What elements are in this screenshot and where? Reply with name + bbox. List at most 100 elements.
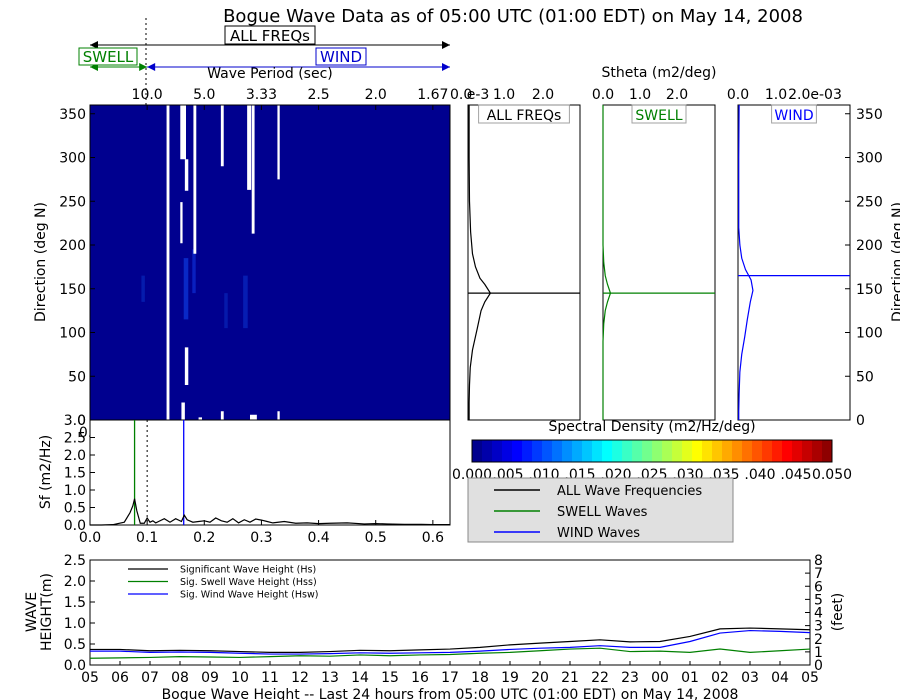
- stheta-all-x-tick-label: e-3: [467, 87, 490, 103]
- stheta-right-y-tick-label: 350: [856, 107, 883, 123]
- wave-height-y-tick-label: 2.5: [64, 553, 86, 569]
- stheta-right-y-tick-label: 100: [856, 326, 883, 342]
- heatmap-y-tick-label: 350: [59, 107, 86, 123]
- wave-height-right-y-tick-label: 8: [814, 553, 823, 569]
- period-axis-label: Wave Period (sec): [207, 66, 333, 82]
- heatmap-y-tick-label: 300: [59, 151, 86, 167]
- wave-height-x-tick-label: 05: [801, 670, 819, 686]
- all-band-label: ALL FREQs: [230, 27, 310, 45]
- heatmap-y-tick-label: 200: [59, 238, 86, 254]
- wave-height-series-line: [90, 629, 811, 655]
- wave-height-y-tick-label: 2.0: [64, 574, 86, 590]
- all-band-arrow-right: [442, 41, 450, 49]
- wave-height-x-tick-label: 17: [441, 670, 459, 686]
- colorbar-segment: [592, 440, 603, 462]
- wave-height-y-tick-label: 0.0: [64, 658, 86, 674]
- stheta-wind-frame: [737, 104, 851, 421]
- wave-height-right-y-tick-label: 2: [814, 632, 823, 648]
- swell-band-label: SWELL: [83, 48, 134, 66]
- colorbar-segment: [762, 440, 773, 462]
- wave-height-x-tick-label: 23: [621, 670, 639, 686]
- stheta-all-series-line: [468, 105, 492, 420]
- colorbar-frame: [471, 439, 833, 463]
- wave-height-right-y-tick-label: 7: [814, 566, 823, 582]
- colorbar-segment: [792, 440, 803, 462]
- colorbar-segment: [642, 440, 653, 462]
- stheta-wind-x-tick-label: 1.0: [765, 87, 787, 103]
- colorbar-segment: [472, 440, 483, 462]
- colorbar-segment: [712, 440, 723, 462]
- colorbar-segment: [782, 440, 793, 462]
- wave-height-right-y-tick-label: 6: [814, 579, 823, 595]
- legend-box: [467, 477, 734, 543]
- colorbar-segment: [682, 440, 693, 462]
- stheta-all-x-tick-label: 2.0: [532, 87, 554, 103]
- heatmap-cell: [243, 275, 248, 329]
- colorbar-segment: [692, 440, 703, 462]
- wave-height-y-axis-label-line1: WAVE: [24, 592, 40, 632]
- heatmap-missing-data: [184, 347, 189, 385]
- wave-height-x-tick-label: 13: [321, 670, 339, 686]
- heatmap-missing-data: [277, 105, 280, 180]
- colorbar-segment: [492, 440, 503, 462]
- wave-height-x-tick-label: 02: [711, 670, 729, 686]
- sf-x-tick-label: 0.6: [422, 530, 444, 546]
- wave-height-x-tick-label: 07: [141, 670, 159, 686]
- wave-height-right-y-tick-label: 4: [814, 606, 823, 622]
- sf-frame: [89, 419, 451, 526]
- colorbar-segment: [612, 440, 623, 462]
- colorbar-segment: [732, 440, 743, 462]
- wave-height-series-line: [89, 647, 811, 659]
- wind-band-arrow-right: [442, 63, 450, 71]
- stheta-all-title-box: [478, 104, 570, 124]
- stheta-swell-x-tick-label: 2.0: [666, 87, 688, 103]
- stheta-right-y-tick-label: 250: [856, 194, 883, 210]
- heatmap-background: [90, 105, 450, 420]
- wave-height-right-y-tick-label: 0: [814, 658, 823, 674]
- wave-height-x-tick-label: 21: [561, 670, 579, 686]
- wind-band-label: WIND: [320, 48, 362, 66]
- stheta-swell-x-tick-label: 1.0: [629, 87, 651, 103]
- stheta-right-y-tick-label: 50: [856, 369, 874, 385]
- stheta-wind-x-tick-label: 0.0: [727, 87, 749, 103]
- wave-height-x-tick-label: 14: [351, 670, 369, 686]
- stheta-wind-title-box: [771, 104, 817, 124]
- stheta-title: Stheta (m2/deg): [602, 65, 717, 81]
- stheta-right-y-tick-label: 200: [856, 238, 883, 254]
- all-band-arrow-left: [90, 41, 98, 49]
- wave-height-x-tick-label: 22: [591, 670, 609, 686]
- spectral-density-colorbar: Spectral Density (m2/Hz/deg)0.000.005.01…: [452, 419, 852, 483]
- colorbar-segment: [532, 440, 543, 462]
- period-tick-label: 3.33: [246, 87, 277, 103]
- heatmap-missing-data: [193, 105, 197, 254]
- swell-band-label-box: [78, 47, 138, 66]
- heatmap-missing-data: [198, 417, 202, 420]
- colorbar-segment: [632, 440, 643, 462]
- period-tick-label: 10.0: [132, 87, 163, 103]
- heatmap-y-tick-label: 250: [59, 194, 86, 210]
- stheta-right-y-tick-label: 0: [856, 413, 865, 429]
- colorbar-segment: [482, 440, 493, 462]
- wave-height-x-tick-label: 18: [471, 670, 489, 686]
- sf-y-tick-label: 0.0: [64, 518, 86, 534]
- wave-height-frame: [89, 559, 811, 666]
- heatmap-missing-data: [277, 411, 280, 420]
- stheta-all-title: ALL FREQs: [487, 108, 562, 124]
- sf-x-tick-label: 0.3: [250, 530, 272, 546]
- colorbar-tick-label: .040: [744, 467, 775, 483]
- wave-height-x-tick-label: 19: [501, 670, 519, 686]
- frequency-spectrum-panel: 0.00.51.01.52.02.53.00.0 0.1 0.2 0.3 0.4 0.5 0…: [38, 413, 451, 546]
- heatmap-missing-data: [220, 411, 224, 420]
- wind-band-arrow-left: [147, 63, 156, 71]
- wave-height-y-tick-label: 1.5: [64, 595, 86, 611]
- stheta-right-y-tick-label: 150: [856, 282, 883, 298]
- colorbar-segment: [822, 440, 833, 462]
- stheta-all-x-tick-label: 0.0: [450, 87, 472, 103]
- band-indicators: ALL FREQs SWELL WIND: [78, 18, 450, 105]
- sf-y-tick-label: 2.0: [64, 448, 86, 464]
- stheta-wind-series-line: [738, 104, 754, 420]
- sf-y-tick-label: 0.5: [64, 501, 86, 517]
- stheta-wind-title: WIND: [774, 108, 813, 124]
- period-tick-label: 2.5: [307, 87, 329, 103]
